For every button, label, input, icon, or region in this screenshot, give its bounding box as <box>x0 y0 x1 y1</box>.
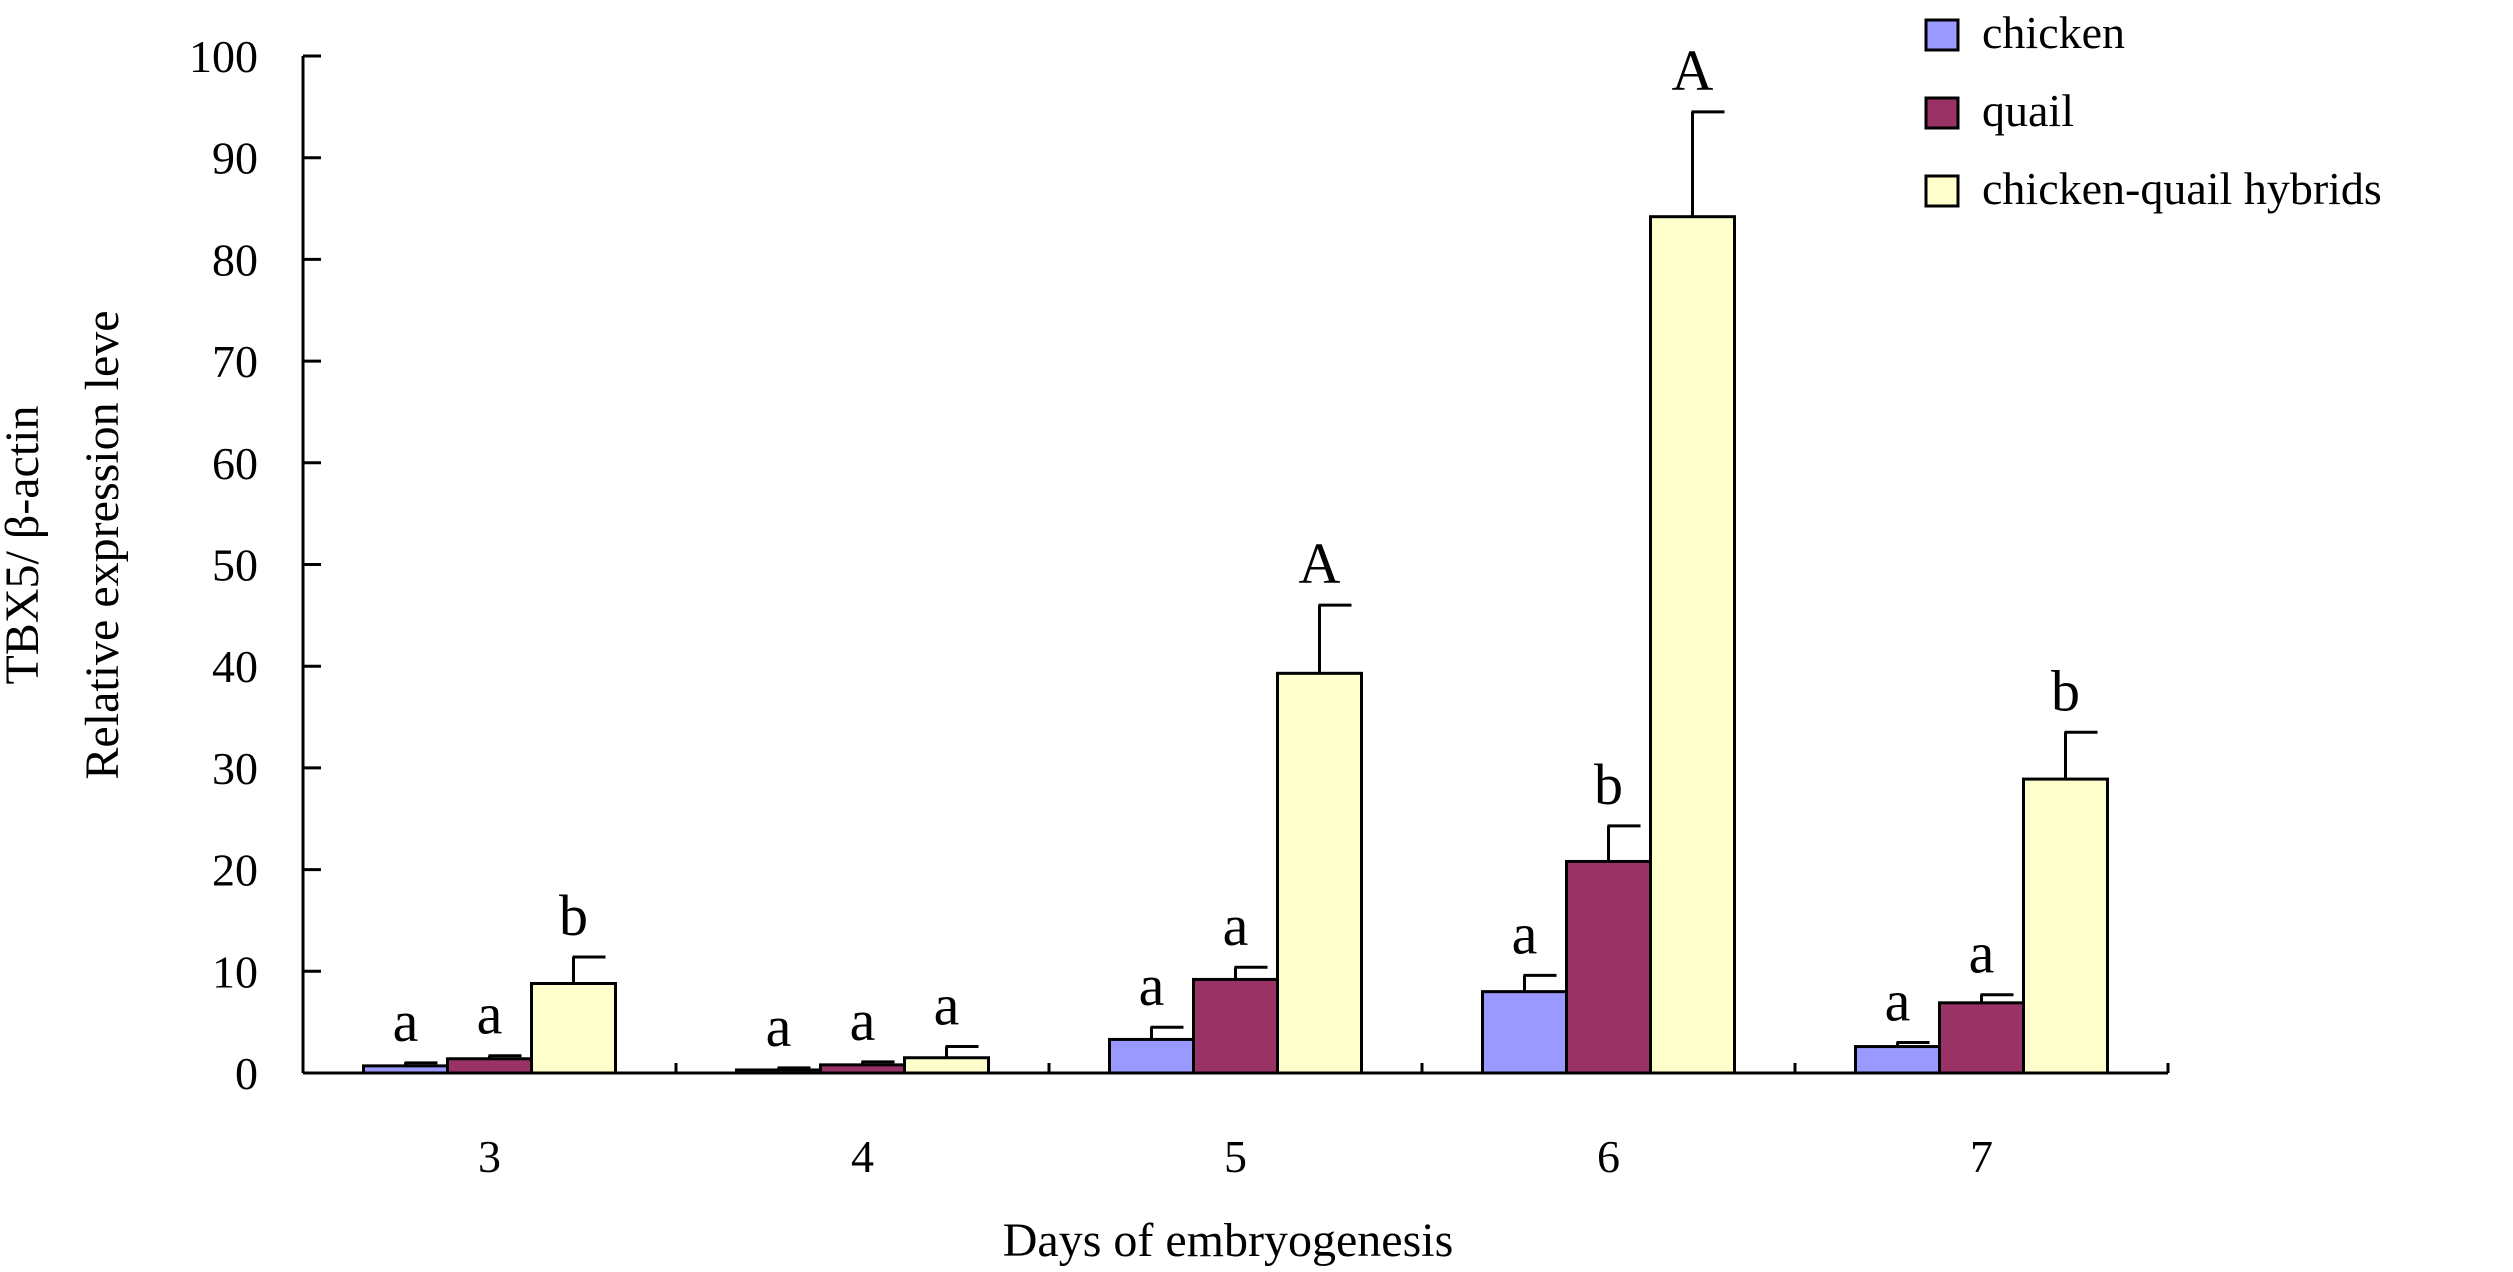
error-bars-layer <box>404 110 2098 1070</box>
y-axis-title-line-1: TBX5/ β-actin <box>0 405 49 684</box>
bar-2-3 <box>446 1057 533 1075</box>
x-tick-label-7: 7 <box>1970 1131 1993 1182</box>
x-tick-label-3: 3 <box>478 1131 501 1182</box>
y-tick-label-30: 30 <box>212 743 258 794</box>
significance-label-2-7: a <box>1969 921 1995 986</box>
x-tick-label-4: 4 <box>851 1131 874 1182</box>
significance-label-3-5: A <box>1299 531 1341 596</box>
x-axis-title: Days of embryogenesis <box>1003 1214 1454 1267</box>
y-tick-label-70: 70 <box>212 336 258 387</box>
bar-2-6 <box>1565 859 1652 1075</box>
significance-label-2-6: b <box>1594 752 1623 817</box>
bar-2-7 <box>1938 1001 2025 1075</box>
y-tick-label-50: 50 <box>212 540 258 591</box>
y-tick-label-10: 10 <box>212 946 258 997</box>
significance-label-1-4: a <box>766 994 792 1059</box>
y-axis-title-line-2: Relative expression leve <box>76 310 129 779</box>
legend-swatch-2 <box>1924 96 1960 130</box>
legend: chicken quail chicken-quail hybrids <box>1924 7 2382 214</box>
axes-layer: 0 10 20 30 40 50 60 70 80 90 100 3 4 5 6 7 Days of embry… <box>0 31 2170 1267</box>
significance-label-1-3: a <box>393 989 419 1054</box>
y-tick-label-100: 100 <box>189 31 258 82</box>
y-tick-label-40: 40 <box>212 641 258 692</box>
legend-swatch-3 <box>1924 174 1960 208</box>
x-tick-label-6: 6 <box>1597 1131 1620 1182</box>
significance-label-3-6: A <box>1672 38 1714 103</box>
bar-3-6 <box>1649 215 1736 1075</box>
y-tick-label-20: 20 <box>212 845 258 896</box>
significance-label-2-4: a <box>850 988 876 1053</box>
significance-label-1-7: a <box>1885 968 1911 1033</box>
legend-label-2: quail <box>1982 85 2074 136</box>
significance-label-1-6: a <box>1512 901 1538 966</box>
significance-label-2-3: a <box>477 982 503 1047</box>
significance-label-3-3: b <box>559 883 588 948</box>
bar-3-3 <box>530 982 617 1075</box>
bar-3-5 <box>1276 671 1363 1075</box>
bar-1-7 <box>1854 1045 1941 1075</box>
significance-label-1-5: a <box>1139 953 1165 1018</box>
bar-3-4 <box>903 1056 990 1075</box>
bar-1-5 <box>1108 1037 1195 1075</box>
y-tick-label-80: 80 <box>212 234 258 285</box>
y-tick-label-0: 0 <box>235 1048 258 1099</box>
legend-label-1: chicken <box>1982 7 2125 58</box>
bar-2-5 <box>1192 977 1279 1075</box>
y-tick-label-60: 60 <box>212 438 258 489</box>
x-tick-label-5: 5 <box>1224 1131 1247 1182</box>
significance-label-2-5: a <box>1223 893 1249 958</box>
bar-3-7 <box>2022 777 2109 1075</box>
bars-layer <box>362 215 2109 1075</box>
legend-swatch-1 <box>1924 18 1960 52</box>
y-tick-label-90: 90 <box>212 133 258 184</box>
legend-label-3: chicken-quail hybrids <box>1982 163 2382 214</box>
bar-1-6 <box>1481 990 1568 1075</box>
significance-label-3-7: b <box>2051 658 2080 723</box>
significance-label-3-4: a <box>934 973 960 1038</box>
